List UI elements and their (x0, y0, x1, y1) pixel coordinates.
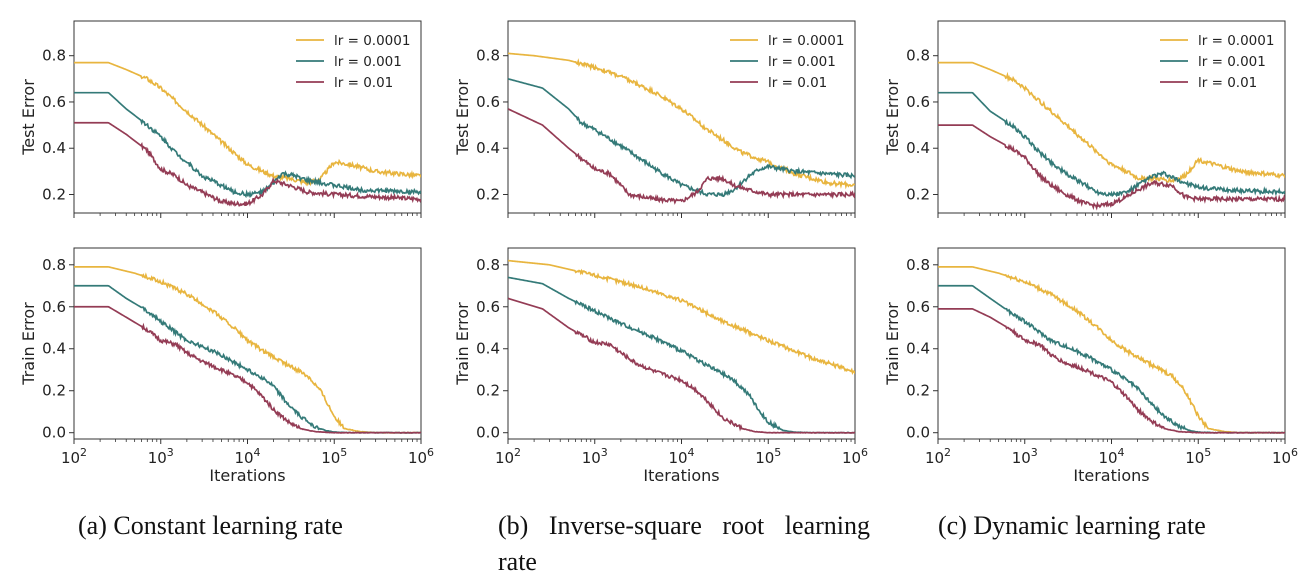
y-tick-label-b-bottom-1: 0.2 (476, 382, 500, 400)
axes-frame-b-bottom (507, 247, 856, 440)
caption-b: (b) Inverse-square root learning rate (498, 511, 870, 576)
legend-label-a-top-1: lr = 0.001 (334, 54, 402, 70)
y-tick-label-c-bottom-2: 0.4 (906, 340, 930, 358)
axes-frame-c-bottom (937, 247, 1286, 440)
y-tick-label-c-bottom-3: 0.6 (906, 298, 930, 316)
y-tick-label-b-top-3: 0.8 (476, 47, 500, 65)
series-line-c-bottom-0 (938, 266, 1285, 434)
x-tick-label-c-bottom-3: 103 (1012, 446, 1038, 467)
y-axis-label-a-bottom: Train Error (19, 302, 38, 386)
x-tick-label-a-bottom-3: 103 (148, 446, 174, 467)
y-axis-label-a-top: Test Error (19, 79, 38, 156)
x-axis-label-b-bottom: Iterations (643, 466, 719, 485)
series-line-b-top-0 (508, 52, 855, 190)
axes-frame-a-top (73, 20, 422, 214)
legend-label-b-top-0: lr = 0.0001 (768, 33, 844, 49)
series-line-c-top-2 (938, 124, 1285, 211)
y-tick-label-c-bottom-4: 0.8 (906, 256, 930, 274)
legend-label-b-top-2: lr = 0.01 (768, 75, 827, 91)
series-line-c-top-1 (938, 91, 1285, 198)
caption-a: (a) Constant learning rate (78, 511, 343, 540)
y-tick-label-b-bottom-2: 0.4 (476, 340, 500, 358)
x-tick-label-b-bottom-3: 103 (582, 446, 608, 467)
legend-label-c-top-1: lr = 0.001 (1198, 54, 1266, 70)
x-tick-label-a-bottom-6: 106 (408, 446, 434, 467)
series-line-b-bottom-2 (508, 297, 855, 434)
series-line-b-top-2 (508, 108, 855, 205)
y-tick-label-c-top-3: 0.8 (906, 47, 930, 65)
series-line-c-bottom-1 (938, 284, 1285, 434)
x-tick-label-b-bottom-4: 104 (668, 446, 694, 467)
series-line-b-top-1 (508, 78, 855, 198)
series-line-a-bottom-0 (74, 266, 421, 434)
y-tick-label-b-top-1: 0.4 (476, 139, 500, 157)
y-tick-label-b-bottom-0: 0.0 (476, 424, 500, 442)
y-tick-label-b-bottom-3: 0.6 (476, 298, 500, 316)
series-line-a-top-0 (74, 61, 421, 187)
legend-label-b-top-1: lr = 0.001 (768, 54, 836, 70)
y-tick-label-c-top-1: 0.4 (906, 139, 930, 157)
legend-label-c-top-2: lr = 0.01 (1198, 75, 1257, 91)
axes-frame-c-top (937, 20, 1286, 214)
y-axis-label-b-top: Test Error (453, 79, 472, 156)
x-tick-label-a-bottom-5: 105 (321, 446, 347, 467)
y-tick-label-a-top-0: 0.2 (42, 185, 66, 203)
y-tick-label-c-bottom-1: 0.2 (906, 382, 930, 400)
series-line-a-top-1 (74, 91, 421, 199)
y-tick-label-a-top-1: 0.4 (42, 139, 66, 157)
x-tick-label-c-bottom-5: 105 (1185, 446, 1211, 467)
legend-label-a-top-0: lr = 0.0001 (334, 33, 410, 49)
series-line-c-bottom-2 (938, 308, 1285, 434)
x-tick-label-b-bottom-2: 102 (495, 446, 521, 467)
y-axis-label-c-top: Test Error (883, 79, 902, 156)
series-line-b-bottom-0 (508, 259, 855, 375)
y-tick-label-c-top-2: 0.6 (906, 93, 930, 111)
series-line-a-bottom-2 (74, 305, 421, 434)
series-line-a-bottom-1 (74, 284, 421, 434)
x-tick-label-c-bottom-4: 104 (1098, 446, 1124, 467)
x-axis-label-a-bottom: Iterations (209, 466, 285, 485)
series-line-a-top-2 (74, 121, 421, 207)
x-tick-label-c-bottom-6: 106 (1272, 446, 1298, 467)
y-tick-label-b-top-2: 0.6 (476, 93, 500, 111)
y-tick-label-a-top-2: 0.6 (42, 93, 66, 111)
series-line-c-top-0 (938, 61, 1285, 184)
y-tick-label-c-top-0: 0.2 (906, 185, 930, 203)
y-axis-label-b-bottom: Train Error (453, 302, 472, 386)
y-tick-label-a-bottom-4: 0.8 (42, 256, 66, 274)
legend-label-a-top-2: lr = 0.01 (334, 75, 393, 91)
y-tick-label-c-bottom-0: 0.0 (906, 424, 930, 442)
x-axis-label-c-bottom: Iterations (1073, 466, 1149, 485)
y-tick-label-a-bottom-0: 0.0 (42, 424, 66, 442)
legend-label-c-top-0: lr = 0.0001 (1198, 33, 1274, 49)
x-tick-label-b-bottom-5: 105 (755, 446, 781, 467)
y-tick-label-a-bottom-1: 0.2 (42, 382, 66, 400)
caption-c: (c) Dynamic learning rate (938, 511, 1206, 540)
y-axis-label-c-bottom: Train Error (883, 302, 902, 386)
x-tick-label-b-bottom-6: 106 (842, 446, 868, 467)
x-tick-label-a-bottom-4: 104 (234, 446, 260, 467)
y-tick-label-b-top-0: 0.2 (476, 185, 500, 203)
y-tick-label-b-bottom-4: 0.8 (476, 256, 500, 274)
y-tick-label-a-bottom-3: 0.6 (42, 298, 66, 316)
y-tick-label-a-top-3: 0.8 (42, 47, 66, 65)
y-tick-label-a-bottom-2: 0.4 (42, 340, 66, 358)
x-tick-label-a-bottom-2: 102 (61, 446, 87, 467)
x-tick-label-c-bottom-2: 102 (925, 446, 951, 467)
